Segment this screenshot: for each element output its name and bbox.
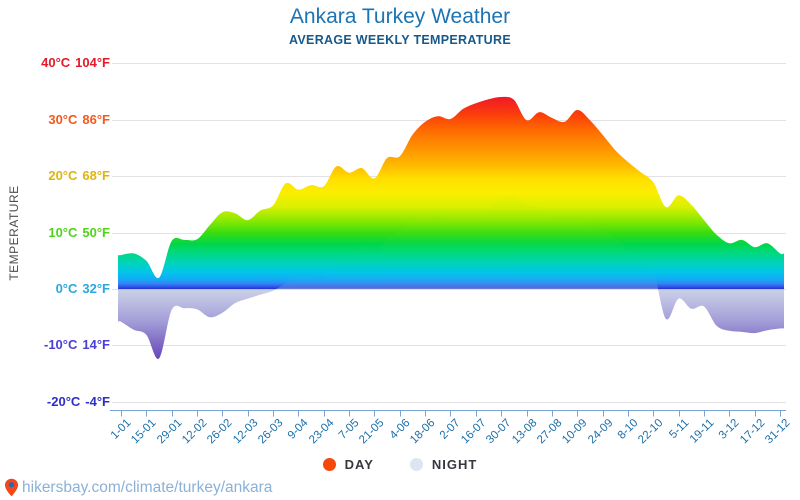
y-axis-label: 10°C 50°F: [48, 224, 110, 240]
gridlines: [112, 63, 786, 403]
legend-item-night: NIGHT: [409, 457, 478, 472]
page-title: Ankara Turkey Weather: [289, 5, 511, 28]
chart-subtitle: AVERAGE WEEKLY TEMPERATURE: [289, 33, 511, 47]
day-legend-label: DAY: [344, 457, 374, 472]
x-axis: [110, 410, 786, 417]
footer-link[interactable]: hikersbay.com/climate/turkey/ankara: [22, 478, 273, 496]
day-legend-dot: [322, 458, 336, 471]
location-pin-icon: [4, 478, 19, 497]
y-axis-label: -10°C 14°F: [44, 337, 110, 353]
y-axis-label: -20°C -4°F: [46, 393, 110, 409]
night-legend-dot: [409, 458, 423, 471]
legend: DAY NIGHT: [0, 457, 800, 472]
y-axis-label: 30°C 86°F: [48, 111, 110, 127]
y-axis-label: 40°C 104°F: [41, 55, 110, 71]
night-temperature-area: [118, 195, 784, 359]
legend-item-day: DAY: [322, 457, 374, 472]
y-axis-label: 20°C 68°F: [48, 168, 110, 184]
footer: hikersbay.com/climate/turkey/ankara: [4, 478, 272, 497]
night-legend-label: NIGHT: [431, 457, 478, 472]
y-axis-label: 0°C 32°F: [55, 281, 110, 296]
